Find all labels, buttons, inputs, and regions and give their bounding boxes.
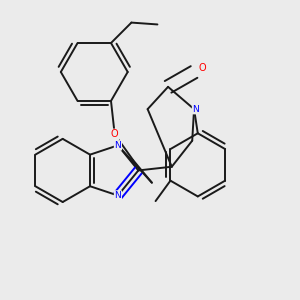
Text: O: O [111, 129, 118, 140]
Text: N: N [115, 191, 121, 200]
Text: N: N [193, 105, 199, 114]
Text: N: N [115, 141, 121, 150]
Text: O: O [198, 63, 206, 73]
